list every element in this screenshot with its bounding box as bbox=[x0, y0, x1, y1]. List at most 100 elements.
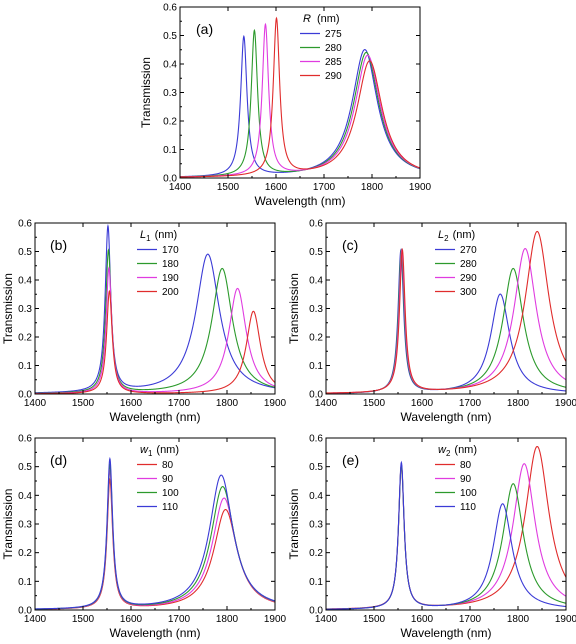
x-tick-label: 1400 bbox=[24, 398, 47, 409]
series-line-300 bbox=[326, 230, 566, 394]
series-group bbox=[180, 16, 420, 178]
series-line-270 bbox=[326, 248, 566, 394]
legend-symbol: w bbox=[140, 444, 149, 456]
legend-symbol: w bbox=[438, 444, 447, 456]
plot-frame bbox=[34, 222, 276, 395]
x-tick-label: 1900 bbox=[555, 614, 576, 625]
series-line-100 bbox=[35, 462, 275, 610]
y-tick-label: 0.4 bbox=[163, 60, 177, 71]
series-group bbox=[35, 223, 275, 394]
series-line-110 bbox=[326, 460, 566, 610]
legend: w2 (nm) 80 90 100 110 bbox=[435, 444, 477, 513]
legend-entry-110: 110 bbox=[460, 502, 476, 513]
y-axis-label: Transmission bbox=[287, 489, 301, 560]
series-line-80 bbox=[326, 445, 566, 610]
y-tick-label: 0.0 bbox=[18, 606, 32, 617]
series-line-90 bbox=[326, 463, 566, 610]
legend-entry-110: 110 bbox=[162, 502, 178, 513]
x-tick-label: 1600 bbox=[120, 614, 143, 625]
x-tick-label: 1400 bbox=[315, 398, 338, 409]
legend-entry-280: 280 bbox=[460, 259, 477, 270]
y-tick-label: 0.5 bbox=[18, 462, 32, 473]
x-tick-label: 1400 bbox=[24, 614, 47, 625]
legend-subscript: 2 bbox=[444, 234, 449, 243]
legend-entry-180: 180 bbox=[162, 259, 179, 270]
chart-panel-3: 1400 1500 1600 1700 1800 1900 0.0 0.1 0.2 0.3 0.4 0… bbox=[287, 219, 576, 425]
y-tick-label: 0.1 bbox=[309, 361, 323, 372]
x-tick-label: 1800 bbox=[507, 614, 530, 625]
x-tick-label: 1600 bbox=[411, 398, 434, 409]
legend-title: R (nm) bbox=[303, 13, 340, 25]
series-line-110 bbox=[35, 456, 275, 610]
series-line-200 bbox=[35, 289, 275, 394]
x-tick-label: 1900 bbox=[264, 614, 287, 625]
y-tick-label: 0.1 bbox=[309, 577, 323, 588]
y-tick-label: 0.1 bbox=[163, 145, 177, 156]
y-tick-label: 0.6 bbox=[163, 3, 177, 14]
legend-title: L1 (nm) bbox=[140, 229, 177, 243]
x-axis-label: Wavelength (nm) bbox=[401, 626, 492, 640]
x-tick-label: 1900 bbox=[409, 182, 432, 193]
x-tick-label: 1400 bbox=[169, 182, 192, 193]
legend-subscript: 2 bbox=[446, 449, 451, 458]
legend-entry-90: 90 bbox=[162, 474, 174, 485]
legend: L1 (nm) 170 180 190 200 bbox=[137, 229, 179, 298]
panel-label: (c) bbox=[342, 237, 358, 253]
y-tick-label: 0.2 bbox=[163, 117, 177, 128]
x-tick-label: 1800 bbox=[507, 398, 530, 409]
legend-entry-80: 80 bbox=[162, 460, 174, 471]
series-group bbox=[326, 445, 566, 610]
series-line-280 bbox=[180, 28, 420, 178]
legend-subscript: 1 bbox=[148, 449, 153, 458]
legend-entry-270: 270 bbox=[460, 245, 477, 256]
series-group bbox=[326, 230, 566, 394]
legend: L2 (nm) 270 280 290 300 bbox=[435, 229, 477, 298]
plot-frame bbox=[325, 222, 567, 395]
legend-unit: (nm) bbox=[317, 13, 340, 25]
y-tick-label: 0.0 bbox=[163, 174, 177, 185]
x-tick-label: 1500 bbox=[363, 398, 386, 409]
x-tick-label: 1900 bbox=[264, 398, 287, 409]
series-line-290 bbox=[180, 16, 420, 178]
legend-entry-290: 290 bbox=[325, 71, 342, 82]
y-tick-label: 0.5 bbox=[163, 31, 177, 42]
legend-entry-300: 300 bbox=[460, 287, 477, 298]
panel-label: (a) bbox=[196, 21, 213, 37]
series-group bbox=[35, 456, 275, 610]
legend-entry-275: 275 bbox=[325, 29, 342, 40]
legend-symbol: L bbox=[438, 229, 444, 241]
y-tick-label: 0.3 bbox=[309, 520, 323, 531]
x-tick-label: 1500 bbox=[363, 614, 386, 625]
series-line-90 bbox=[35, 468, 275, 610]
series-line-290 bbox=[326, 247, 566, 394]
y-tick-label: 0.4 bbox=[18, 491, 32, 502]
chart-panel-1: 1400 1500 1600 1700 1800 1900 0.0 0.1 0.2 0.3 0.4 0… bbox=[139, 3, 432, 209]
legend-symbol: L bbox=[140, 229, 146, 241]
x-tick-label: 1800 bbox=[216, 614, 239, 625]
legend-subscript: 1 bbox=[146, 234, 151, 243]
x-tick-label: 1600 bbox=[411, 614, 434, 625]
y-tick-label: 0.2 bbox=[18, 333, 32, 344]
legend-entry-280: 280 bbox=[325, 43, 342, 54]
x-axis-label: Wavelength (nm) bbox=[110, 626, 201, 640]
legend-symbol: R bbox=[303, 13, 311, 25]
legend: w1 (nm) 80 90 100 110 bbox=[137, 444, 179, 513]
x-axis-label: Wavelength (nm) bbox=[110, 410, 201, 424]
y-tick-label: 0.4 bbox=[309, 491, 323, 502]
series-line-190 bbox=[35, 266, 275, 394]
x-tick-label: 1900 bbox=[555, 398, 576, 409]
legend-entry-190: 190 bbox=[162, 273, 179, 284]
legend-entry-170: 170 bbox=[162, 245, 179, 256]
series-line-275 bbox=[180, 34, 420, 178]
x-tick-label: 1500 bbox=[72, 614, 95, 625]
y-tick-label: 0.0 bbox=[309, 390, 323, 401]
y-tick-label: 0.6 bbox=[309, 219, 323, 230]
y-tick-label: 0.5 bbox=[18, 247, 32, 258]
x-tick-label: 1700 bbox=[459, 614, 482, 625]
chart-panel-2: 1400 1500 1600 1700 1800 1900 0.0 0.1 0.2 0.3 0.4 0… bbox=[1, 219, 287, 425]
y-axis-label: Transmission bbox=[287, 273, 301, 344]
y-tick-label: 0.6 bbox=[309, 434, 323, 445]
legend-entry-80: 80 bbox=[460, 460, 472, 471]
y-tick-label: 0.5 bbox=[309, 462, 323, 473]
